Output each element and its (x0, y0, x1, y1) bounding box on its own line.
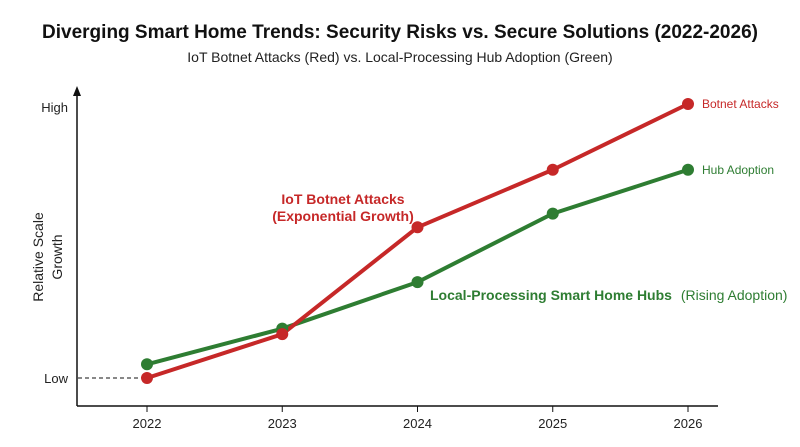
data-point-botnet (411, 221, 424, 234)
x-tick-label: 2025 (538, 416, 567, 431)
x-ticks: 2022 2023 2024 2025 2026 (133, 406, 703, 431)
data-point-hub (682, 163, 694, 176)
x-tick-label: 2022 (133, 416, 162, 431)
y-axis-label-line-2: Growth (49, 234, 65, 279)
series-end-label-hub: Hub Adoption (702, 163, 774, 177)
data-point-hub (141, 358, 153, 371)
y-axis-arrow (73, 86, 81, 96)
series-line-hub (145, 167, 690, 367)
data-point-botnet (141, 372, 153, 384)
hub-annotation-light: (Rising Adoption) (681, 287, 788, 303)
data-point-botnet (546, 163, 559, 176)
data-point-botnet (276, 328, 289, 341)
x-tick-label: 2024 (403, 416, 432, 431)
hub-annotation: Local-Processing Smart Home Hubs (Rising… (430, 287, 787, 303)
y-tick-label-low: Low (44, 371, 68, 386)
y-axis-label-line-1: Relative Scale (30, 212, 46, 302)
x-tick-label: 2026 (674, 416, 703, 431)
data-point-hub (411, 276, 424, 289)
series-points (141, 98, 694, 384)
data-point-hub (546, 207, 559, 220)
data-point-botnet (682, 98, 694, 110)
botnet-annotation-line-2: (Exponential Growth) (272, 208, 414, 224)
series-lines (145, 102, 690, 380)
botnet-annotation-line-1: IoT Botnet Attacks (281, 191, 404, 207)
hub-annotation-bold: Local-Processing Smart Home Hubs (430, 287, 672, 303)
chart-subtitle: IoT Botnet Attacks (Red) vs. Local-Proce… (187, 49, 612, 65)
series-end-label-botnet: Botnet Attacks (702, 97, 779, 111)
series-line-botnet (145, 102, 690, 380)
chart-title: Diverging Smart Home Trends: Security Ri… (42, 22, 758, 43)
axes (73, 86, 718, 407)
x-tick-label: 2023 (268, 416, 297, 431)
y-tick-label-high: High (41, 100, 68, 115)
